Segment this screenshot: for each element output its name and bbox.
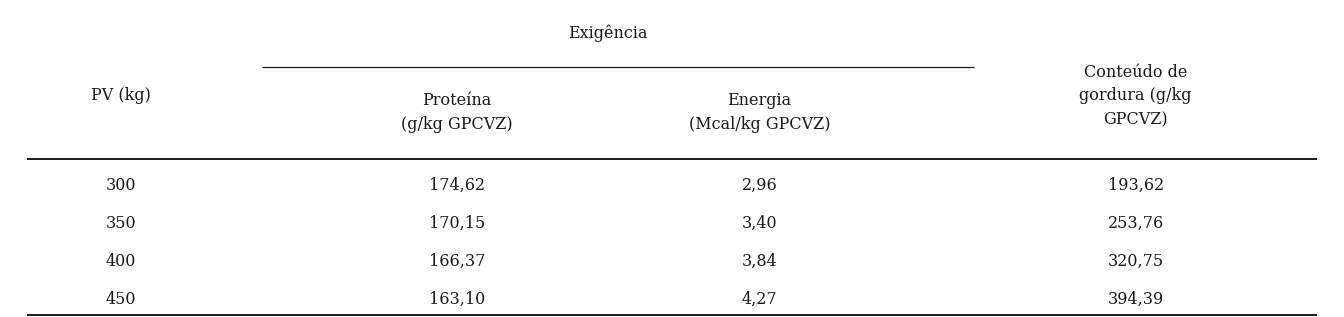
Text: 193,62: 193,62: [1107, 177, 1164, 194]
Text: 3,40: 3,40: [742, 215, 777, 232]
Text: 394,39: 394,39: [1107, 291, 1164, 308]
Text: 2,96: 2,96: [742, 177, 777, 194]
Text: Energia
(Mcal/kg GPCVZ): Energia (Mcal/kg GPCVZ): [688, 92, 831, 133]
Text: 166,37: 166,37: [429, 253, 485, 270]
Text: 300: 300: [106, 177, 136, 194]
Text: 253,76: 253,76: [1107, 215, 1164, 232]
Text: Exigência: Exigência: [569, 24, 648, 42]
Text: Proteína
(g/kg GPCVZ): Proteína (g/kg GPCVZ): [401, 92, 513, 133]
Text: 4,27: 4,27: [742, 291, 777, 308]
Text: 3,84: 3,84: [742, 253, 777, 270]
Text: PV (kg): PV (kg): [91, 87, 151, 104]
Text: 400: 400: [106, 253, 136, 270]
Text: 163,10: 163,10: [429, 291, 485, 308]
Text: 320,75: 320,75: [1107, 253, 1164, 270]
Text: 450: 450: [106, 291, 136, 308]
Text: 170,15: 170,15: [429, 215, 485, 232]
Text: 174,62: 174,62: [429, 177, 485, 194]
Text: 350: 350: [106, 215, 136, 232]
Text: Conteúdo de
gordura (g/kg
GPCVZ): Conteúdo de gordura (g/kg GPCVZ): [1079, 64, 1192, 128]
